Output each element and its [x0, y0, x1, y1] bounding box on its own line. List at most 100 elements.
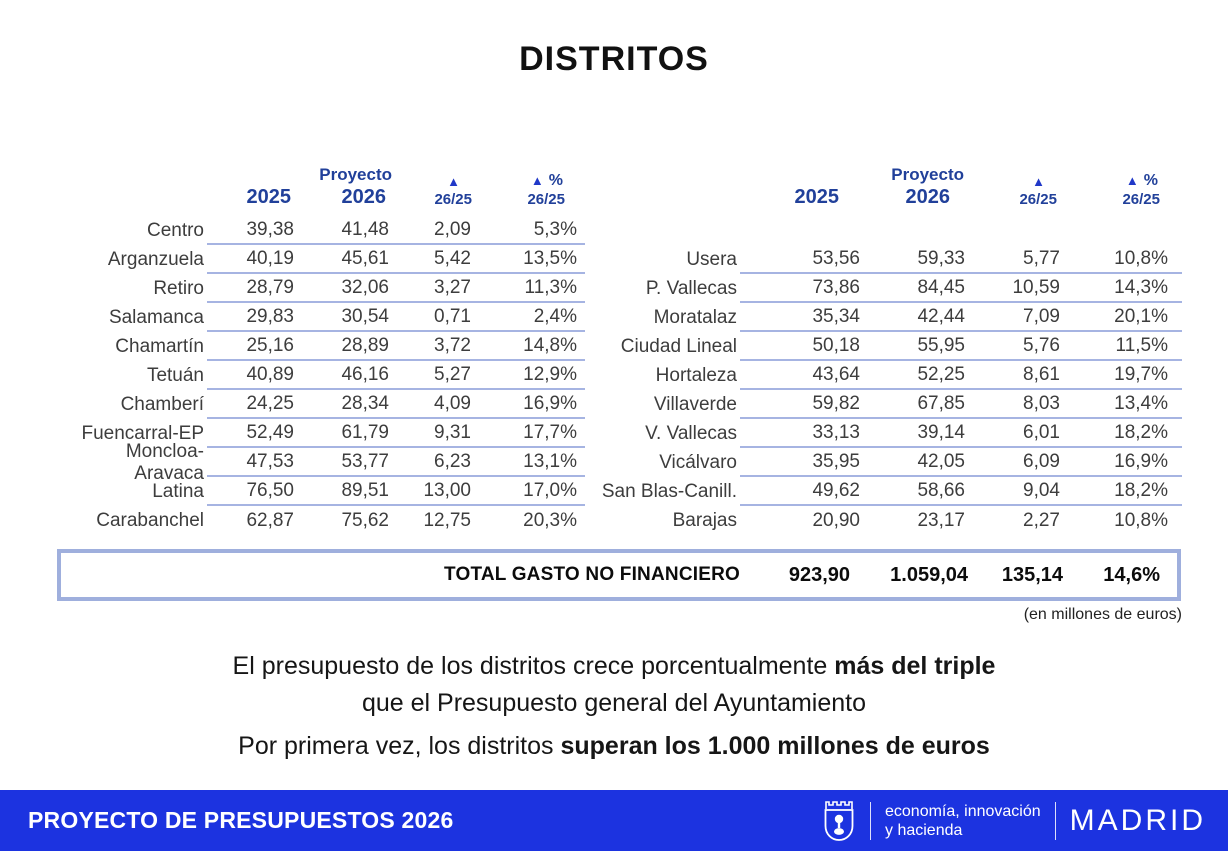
value-delta: 2,09	[434, 218, 471, 240]
district-name: Barajas	[672, 509, 737, 531]
districts-table-left: 2025 Proyecto 2026 ▲ 26/25 ▲ % 26/25	[57, 145, 585, 535]
value-delta: 5,27	[434, 363, 471, 385]
row-values: 40,89 46,16 5,27 12,9%	[207, 361, 585, 390]
district-name: Usera	[686, 248, 737, 270]
value-2025: 35,34	[812, 305, 860, 327]
value-2026: 30,54	[341, 305, 389, 327]
district-name: Carabanchel	[96, 509, 204, 531]
district-name: Centro	[146, 219, 204, 241]
value-delta: 12,75	[423, 509, 471, 531]
table-row: P. Vallecas 73,86 84,45 10,59 14,3%	[598, 274, 1182, 303]
table-row: Tetuán 40,89 46,16 5,27 12,9%	[57, 361, 585, 390]
value-2025: 40,19	[246, 247, 294, 269]
value-2026: 45,61	[341, 247, 389, 269]
value-2025: 33,13	[812, 421, 860, 443]
value-2025: 20,90	[812, 509, 860, 531]
table-row: San Blas-Canill. 49,62 58,66 9,04 18,2%	[598, 477, 1182, 506]
district-name: P. Vallecas	[645, 277, 737, 299]
message-line-1: El presupuesto de los distritos crece po…	[232, 652, 996, 680]
total-2026: 1.059,04	[890, 563, 968, 586]
table-row: Arganzuela 40,19 45,61 5,42 13,5%	[57, 245, 585, 274]
madrid-city-shield-icon	[824, 800, 854, 841]
value-pct: 10,8%	[1114, 247, 1168, 269]
value-2026: 28,89	[341, 334, 389, 356]
row-values: 59,82 67,85 8,03 13,4%	[740, 390, 1182, 419]
district-name: Retiro	[153, 277, 204, 299]
table-row: V. Vallecas 33,13 39,14 6,01 18,2%	[598, 419, 1182, 448]
department-name: economía, innovación y hacienda	[885, 802, 1041, 839]
value-2026: 59,33	[917, 247, 965, 269]
message-line-3: Por primera vez, los distritos superan l…	[238, 732, 990, 760]
district-name: Moncloa-Aravaca	[125, 440, 204, 484]
value-pct: 2,4%	[533, 305, 577, 327]
value-2025: 40,89	[246, 363, 294, 385]
value-delta: 0,71	[434, 305, 471, 327]
value-2025: 76,50	[246, 479, 294, 501]
value-pct: 10,8%	[1114, 509, 1168, 531]
message-line-2: que el Presupuesto general del Ayuntamie…	[361, 689, 867, 717]
value-delta: 9,31	[434, 421, 471, 443]
value-delta: 6,23	[434, 450, 471, 472]
value-2025: 28,79	[246, 276, 294, 298]
table-row: Retiro 28,79 32,06 3,27 11,3%	[57, 274, 585, 303]
district-name: Hortaleza	[655, 364, 737, 386]
table-body-left: Centro 39,38 41,48 2,09 5,3% Arganzuela …	[57, 216, 585, 535]
value-delta: 8,03	[1023, 392, 1060, 414]
row-values: 33,13 39,14 6,01 18,2%	[740, 419, 1182, 448]
value-2025: 43,64	[812, 363, 860, 385]
value-2025: 39,38	[246, 218, 294, 240]
value-delta: 8,61	[1023, 363, 1060, 385]
footer-title: PROYECTO DE PRESUPUESTOS 2026	[28, 807, 454, 833]
district-name: Moratalaz	[653, 306, 737, 328]
row-values: 47,53 53,77 6,23 13,1%	[207, 448, 585, 477]
table-row: Vicálvaro 35,95 42,05 6,09 16,9%	[598, 448, 1182, 477]
value-pct: 18,2%	[1114, 479, 1168, 501]
percent-symbol: %	[1143, 172, 1158, 189]
total-row: TOTAL GASTO NO FINANCIERO 923,90 1.059,0…	[57, 549, 1181, 601]
row-values: 28,79 32,06 3,27 11,3%	[207, 274, 585, 303]
value-pct: 13,1%	[523, 450, 577, 472]
value-pct: 13,4%	[1114, 392, 1168, 414]
table-row: Chamartín 25,16 28,89 3,72 14,8%	[57, 332, 585, 361]
table-row: Fuencarral-EP 52,49 61,79 9,31 17,7%	[57, 419, 585, 448]
table-row: Chamberí 24,25 28,34 4,09 16,9%	[57, 390, 585, 419]
district-name: San Blas-Canill.	[601, 480, 737, 502]
row-values: 53,56 59,33 5,77 10,8%	[740, 245, 1182, 274]
value-2025: 35,95	[812, 450, 860, 472]
district-name: Tetuán	[146, 364, 204, 386]
footer-bar: PROYECTO DE PRESUPUESTOS 2026 economía, …	[0, 790, 1228, 851]
district-name: Villaverde	[653, 393, 737, 415]
value-2025: 47,53	[246, 450, 294, 472]
value-2025: 53,56	[812, 247, 860, 269]
value-2026: 32,06	[341, 276, 389, 298]
table-row: Usera 53,56 59,33 5,77 10,8%	[598, 245, 1182, 274]
value-delta: 5,42	[434, 247, 471, 269]
total-pct: 14,6%	[1103, 563, 1160, 586]
column-header-proyecto-2026: Proyecto 2026	[891, 165, 964, 208]
units-note: (en millones de euros)	[1023, 606, 1182, 623]
value-delta: 7,09	[1023, 305, 1060, 327]
value-2025: 52,49	[246, 421, 294, 443]
increase-triangle-icon: ▲	[447, 174, 460, 189]
value-pct: 20,3%	[523, 509, 577, 531]
table-row: Ciudad Lineal 50,18 55,95 5,76 11,5%	[598, 332, 1182, 361]
increase-triangle-icon: ▲	[1032, 174, 1045, 189]
value-2025: 24,25	[246, 392, 294, 414]
district-name: Arganzuela	[107, 248, 204, 270]
footer-branding: economía, innovación y hacienda MADRID	[822, 799, 1228, 843]
value-pct: 11,5%	[1115, 334, 1168, 356]
value-2026: 42,05	[917, 450, 965, 472]
value-2025: 62,87	[246, 509, 294, 531]
value-2026: 58,66	[917, 479, 965, 501]
value-pct: 11,3%	[524, 276, 577, 298]
total-label: TOTAL GASTO NO FINANCIERO	[444, 564, 740, 585]
row-values: 35,34 42,44 7,09 20,1%	[740, 303, 1182, 332]
district-name: Chamartín	[115, 335, 204, 357]
row-values: 52,49 61,79 9,31 17,7%	[207, 419, 585, 448]
footer-divider	[1054, 801, 1056, 840]
table-row: Villaverde 59,82 67,85 8,03 13,4%	[598, 390, 1182, 419]
value-pct: 14,8%	[523, 334, 577, 356]
summary-message: El presupuesto de los distritos crece po…	[0, 648, 1228, 765]
value-2026: 41,48	[341, 218, 389, 240]
value-2026: 55,95	[917, 334, 965, 356]
